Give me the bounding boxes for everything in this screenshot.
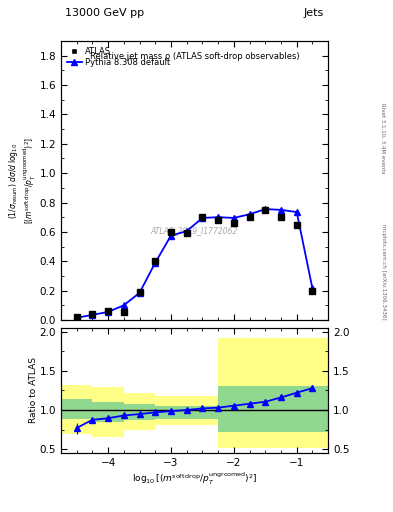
- Text: ATLAS_2019_I1772062: ATLAS_2019_I1772062: [151, 226, 238, 235]
- Text: 13000 GeV pp: 13000 GeV pp: [65, 8, 144, 18]
- Text: Relative jet mass ρ (ATLAS soft-drop observables): Relative jet mass ρ (ATLAS soft-drop obs…: [90, 52, 299, 61]
- Legend: ATLAS, Pythia 8.308 default: ATLAS, Pythia 8.308 default: [65, 45, 172, 69]
- Y-axis label: $(1/\sigma_\mathrm{resum})$ $d\sigma/d\,\log_{10}$
$[(m^\mathrm{soft\,drop}/p_T^: $(1/\sigma_\mathrm{resum})$ $d\sigma/d\,…: [7, 137, 38, 224]
- Text: Jets: Jets: [304, 8, 324, 18]
- Y-axis label: Ratio to ATLAS: Ratio to ATLAS: [29, 357, 38, 423]
- Text: mcplots.cern.ch [arXiv:1306.3436]: mcplots.cern.ch [arXiv:1306.3436]: [381, 224, 386, 319]
- X-axis label: $\log_{10}[(m^\mathrm{soft\,drop}/p_T^\mathrm{ungroomed})^2]$: $\log_{10}[(m^\mathrm{soft\,drop}/p_T^\m…: [132, 471, 257, 487]
- Text: Rivet 3.1.10, 3.4M events: Rivet 3.1.10, 3.4M events: [381, 103, 386, 174]
